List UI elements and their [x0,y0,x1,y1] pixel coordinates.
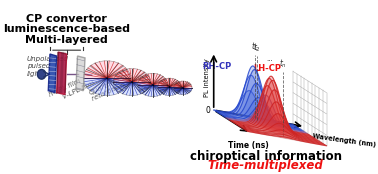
Polygon shape [228,95,307,133]
Polygon shape [48,54,57,93]
Polygon shape [113,69,150,82]
Polygon shape [223,98,302,130]
Polygon shape [138,73,168,85]
Text: Unpolarized
pulsed
light: Unpolarized pulsed light [26,56,68,77]
Polygon shape [158,87,181,96]
Polygon shape [158,78,181,87]
Text: luminescence-based: luminescence-based [3,24,130,34]
Polygon shape [84,61,130,78]
Polygon shape [174,88,192,95]
Text: v-LPL film: v-LPL film [62,80,95,100]
Polygon shape [231,78,311,136]
Polygon shape [243,129,323,144]
Text: Time (ns): Time (ns) [228,141,269,150]
Polygon shape [245,130,325,145]
Polygon shape [247,131,327,146]
Polygon shape [224,105,304,131]
Text: LH-CP: LH-CP [254,64,282,73]
Polygon shape [84,78,130,96]
Text: ...: ... [267,56,274,62]
Text: 0: 0 [206,105,211,114]
Polygon shape [214,91,293,125]
Text: $t_n$: $t_n$ [279,58,287,70]
Polygon shape [217,66,297,127]
Text: Multi-layered: Multi-layered [25,35,108,45]
Polygon shape [221,83,300,129]
Polygon shape [233,76,313,137]
Polygon shape [240,114,319,141]
Text: $t_1$: $t_1$ [251,40,259,53]
Polygon shape [237,90,316,139]
Polygon shape [37,70,42,78]
Text: $t_2$: $t_2$ [254,42,261,54]
Polygon shape [215,75,295,126]
Text: PL intensity: PL intensity [204,59,211,97]
Circle shape [37,69,46,79]
Polygon shape [229,86,309,135]
Polygon shape [174,81,192,88]
Polygon shape [113,82,150,96]
Text: h-LPL film: h-LPL film [48,77,82,97]
Text: Quarter-wave
retardation film: Quarter-wave retardation film [88,67,144,102]
Polygon shape [239,102,318,140]
Polygon shape [76,56,85,91]
Polygon shape [235,80,314,138]
Polygon shape [219,70,298,128]
Polygon shape [226,103,305,132]
Polygon shape [242,123,321,142]
Text: Time-multiplexed: Time-multiplexed [208,159,324,172]
Text: RH-CP: RH-CP [202,62,231,71]
Polygon shape [57,52,67,95]
Text: chiroptical information: chiroptical information [189,150,341,163]
Polygon shape [138,85,168,97]
Text: CP convertor: CP convertor [26,14,107,23]
Text: Wavelength (nm): Wavelength (nm) [312,133,376,148]
